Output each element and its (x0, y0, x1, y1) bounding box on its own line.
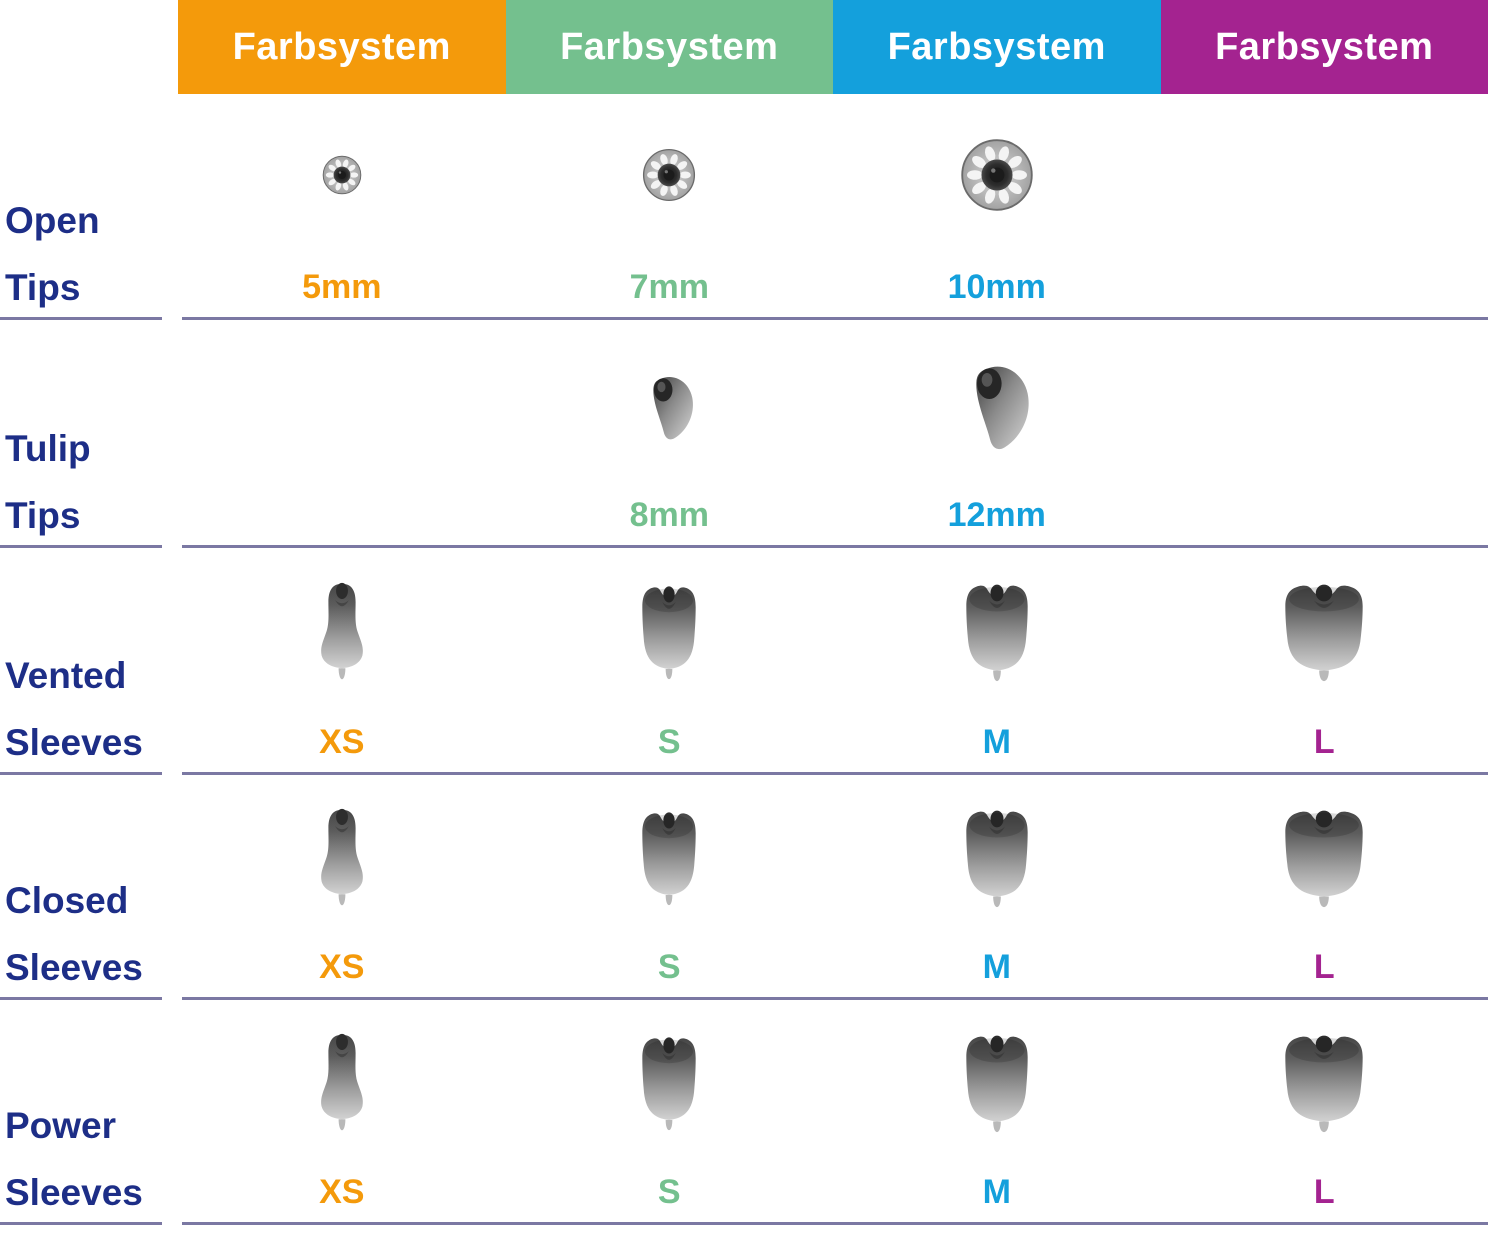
size-label: XS (319, 948, 365, 986)
size-label: L (1313, 948, 1335, 986)
open-tip-icon (506, 94, 834, 256)
row-label-line2: Sleeves (5, 947, 143, 988)
table-cell: L (1161, 1000, 1488, 1225)
row-power-sleeves: Power Sleeves XS S M L (0, 1000, 1488, 1225)
row-label: Power Sleeves (0, 1000, 178, 1225)
sleeve-icon (506, 548, 834, 711)
row-divider-left (0, 545, 162, 548)
row-divider-right (182, 1222, 1488, 1225)
table-cell: XS (178, 775, 506, 1000)
row-divider-right (182, 545, 1488, 548)
sleeve-icon (1161, 548, 1488, 711)
size-label: 8mm (629, 496, 709, 534)
row-label-line1: Open (5, 200, 100, 241)
row-label-line1: Tulip (5, 428, 91, 469)
row-divider-right (182, 997, 1488, 1000)
row-label: Open Tips (0, 94, 178, 320)
row-divider-left (0, 317, 162, 320)
sleeve-icon (1161, 775, 1488, 936)
size-label: S (657, 1173, 681, 1211)
size-label: 7mm (629, 268, 709, 306)
sleeve-icon (833, 1000, 1161, 1161)
row-label: Closed Sleeves (0, 775, 178, 1000)
header-cell-green: Farbsystem (505, 0, 833, 94)
size-label: 5mm (302, 268, 382, 306)
row-label-line2: Tips (5, 495, 81, 536)
size-label: 12mm (947, 496, 1046, 534)
size-label: XS (319, 1173, 365, 1211)
table-cell: 7mm (506, 94, 834, 320)
table-cell: S (506, 548, 834, 775)
row-divider-left (0, 772, 162, 775)
size-label: S (657, 948, 681, 986)
table-cell: XS (178, 1000, 506, 1225)
table-cell-empty (1161, 94, 1488, 320)
sleeve-icon (506, 775, 834, 936)
table-cell: XS (178, 548, 506, 775)
tulip-tip-icon (506, 320, 834, 484)
sleeve-icon (833, 548, 1161, 711)
row-divider-right (182, 317, 1488, 320)
table-cell: M (833, 548, 1161, 775)
sleeve-icon (506, 1000, 834, 1161)
table-cell-empty (178, 320, 506, 548)
sleeve-icon (178, 775, 506, 936)
size-label: M (982, 723, 1011, 761)
tulip-tip-icon (833, 320, 1161, 484)
table-cell: L (1161, 548, 1488, 775)
row-label: Tulip Tips (0, 320, 178, 548)
size-label: L (1313, 723, 1335, 761)
row-vented-sleeves: Vented Sleeves XS S M L (0, 548, 1488, 775)
sleeve-icon (1161, 1000, 1488, 1161)
size-label: M (982, 948, 1011, 986)
row-label: Vented Sleeves (0, 548, 178, 775)
header-cell-magenta: Farbsystem (1160, 0, 1488, 94)
row-open-tips: Open Tips 5mm 7mm 10mm (0, 94, 1488, 320)
size-label: M (982, 1173, 1011, 1211)
row-tulip-tips: Tulip Tips 8mm 12mm (0, 320, 1488, 548)
row-label-line1: Closed (5, 880, 129, 921)
table-cell: 5mm (178, 94, 506, 320)
sleeve-icon (178, 548, 506, 711)
header-cell-orange: Farbsystem (178, 0, 506, 94)
size-label: S (657, 723, 681, 761)
header-row: Farbsystem Farbsystem Farbsystem Farbsys… (0, 0, 1488, 94)
row-closed-sleeves: Closed Sleeves XS S M L (0, 775, 1488, 1000)
size-label: 10mm (947, 268, 1046, 306)
row-divider-left (0, 997, 162, 1000)
open-tip-icon (833, 94, 1161, 256)
row-divider-right (182, 772, 1488, 775)
size-label: L (1313, 1173, 1335, 1211)
table-cell: S (506, 775, 834, 1000)
table-cell-empty (1161, 320, 1488, 548)
row-label-line2: Sleeves (5, 1172, 143, 1213)
row-label-line2: Sleeves (5, 722, 143, 763)
row-divider-left (0, 1222, 162, 1225)
table-cell: S (506, 1000, 834, 1225)
table-cell: 8mm (506, 320, 834, 548)
header-cell-blue: Farbsystem (833, 0, 1161, 94)
table-cell: M (833, 1000, 1161, 1225)
table-cell: M (833, 775, 1161, 1000)
table-cell: L (1161, 775, 1488, 1000)
table-cell: 10mm (833, 94, 1161, 320)
sleeve-icon (833, 775, 1161, 936)
row-label-line1: Power (5, 1105, 117, 1146)
open-tip-icon (178, 94, 506, 256)
sleeve-icon (178, 1000, 506, 1161)
size-label: XS (319, 723, 365, 761)
header-spacer (0, 0, 178, 94)
row-label-line2: Tips (5, 267, 81, 308)
table-cell: 12mm (833, 320, 1161, 548)
row-label-line1: Vented (5, 655, 127, 696)
